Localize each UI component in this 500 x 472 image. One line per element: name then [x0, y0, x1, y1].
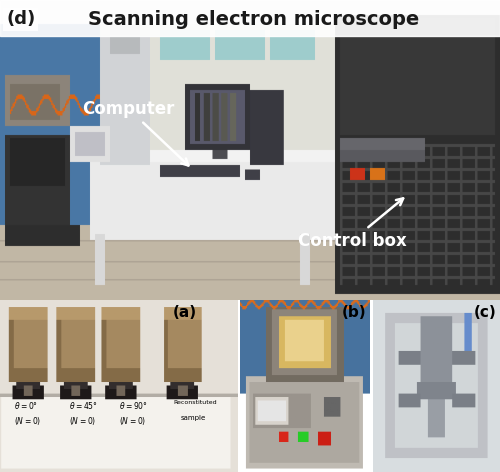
Text: $(N=0)$: $(N=0)$: [119, 415, 146, 427]
Text: (a): (a): [173, 305, 198, 320]
Text: $(N=0)$: $(N=0)$: [14, 415, 42, 427]
Text: sample: sample: [180, 415, 206, 421]
Text: Computer: Computer: [82, 100, 188, 166]
Text: $\theta=0°$: $\theta=0°$: [14, 400, 38, 411]
Bar: [0, 0, 500, 36]
Text: $\theta=90°$: $\theta=90°$: [119, 400, 148, 411]
Text: Reconstituted: Reconstituted: [174, 400, 217, 405]
Text: (d): (d): [6, 10, 35, 28]
Text: (c): (c): [474, 305, 496, 320]
Text: $\theta=45°$: $\theta=45°$: [69, 400, 98, 411]
Text: Scanning electron microscope: Scanning electron microscope: [88, 10, 419, 29]
Text: (b): (b): [342, 305, 366, 320]
Text: $(N=0)$: $(N=0)$: [69, 415, 96, 427]
Text: Control box: Control box: [298, 198, 406, 250]
